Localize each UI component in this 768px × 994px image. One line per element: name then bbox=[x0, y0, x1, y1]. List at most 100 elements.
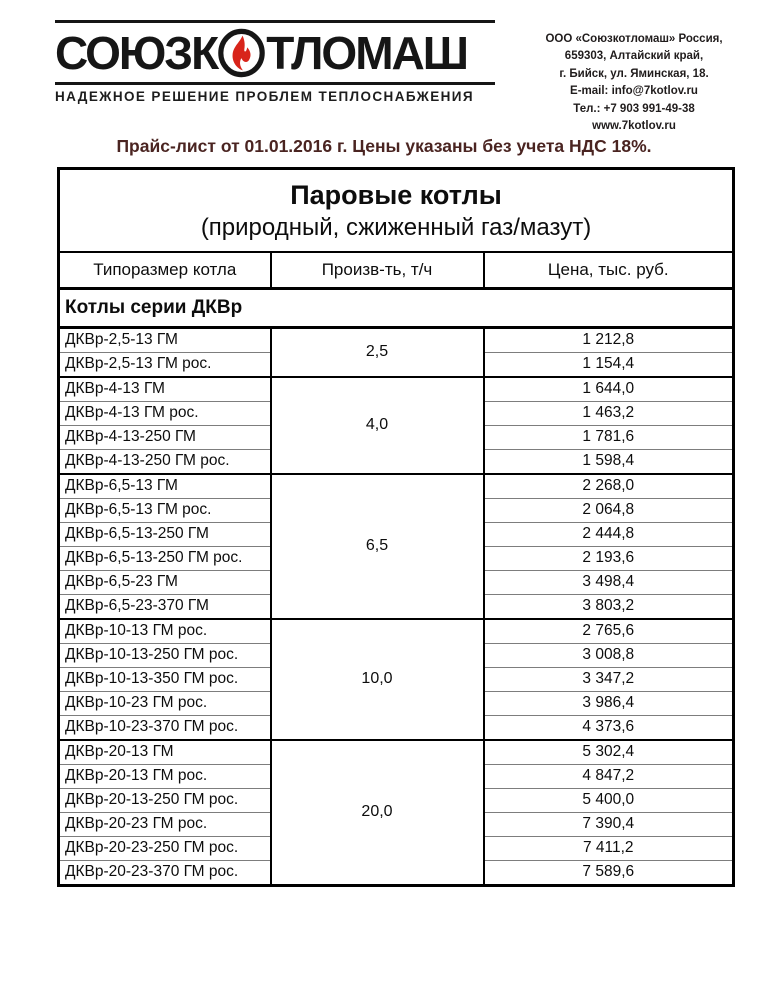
contact-block: ООО «Союзкотломаш» Россия, 659303, Алтай… bbox=[520, 31, 748, 136]
table-title-row: Паровые котлы (природный, сжиженный газ/… bbox=[57, 167, 735, 253]
table-row: ДКВр-10-13 ГМ рос. 10,0 2 765,6 bbox=[58, 617, 734, 740]
table-title: Паровые котлы bbox=[290, 180, 502, 210]
table-row: ДКВр-20-13 ГМ рос. 4 847,2 bbox=[58, 763, 734, 789]
table-row: ДКВр-20-23-370 ГМ рос. 7 589,6 bbox=[58, 859, 734, 886]
price-table: Паровые котлы (природный, сжиженный газ/… bbox=[57, 167, 736, 887]
boiler-model: ДКВр-20-13-250 ГМ рос. bbox=[58, 787, 272, 813]
price-value: 4 373,6 bbox=[483, 714, 734, 740]
table-row: ДКВр-6,5-13 ГМ рос. 2 064,8 bbox=[58, 497, 734, 523]
table-row: ДКВр-6,5-13-250 ГМ 2 444,8 bbox=[58, 521, 734, 547]
table-row: ДКВр-4-13-250 ГМ рос. 1 598,4 bbox=[58, 448, 734, 474]
brand-text-left: СОЮЗК bbox=[55, 27, 219, 79]
contact-line-phone: Тел.: +7 903 991-49-38 bbox=[573, 102, 695, 115]
price-value: 5 302,4 bbox=[483, 738, 734, 765]
price-value: 5 400,0 bbox=[483, 787, 734, 813]
boiler-model: ДКВр-4-13-250 ГМ bbox=[58, 424, 272, 450]
price-value: 1 644,0 bbox=[483, 375, 734, 402]
table-row: ДКВр-2,5-13 ГМ рос. 1 154,4 bbox=[58, 351, 734, 377]
price-value: 3 347,2 bbox=[483, 666, 734, 692]
price-value: 3 008,8 bbox=[483, 642, 734, 668]
table-row: ДКВр-6,5-23-370 ГМ 3 803,2 bbox=[58, 593, 734, 619]
capacity-value: 2,5 bbox=[270, 326, 485, 377]
capacity-value: 4,0 bbox=[270, 375, 485, 474]
price-value: 7 390,4 bbox=[483, 811, 734, 837]
boiler-model: ДКВр-4-13-250 ГМ рос. bbox=[58, 448, 272, 474]
table-header-row: Типоразмер котла Произв-ть, т/ч Цена, ты… bbox=[57, 250, 735, 290]
logo-bottom-rule bbox=[55, 82, 495, 85]
logo-top-rule bbox=[55, 20, 495, 23]
capacity-value: 20,0 bbox=[270, 738, 485, 886]
price-value: 4 847,2 bbox=[483, 763, 734, 789]
boiler-model: ДКВр-10-13 ГМ рос. bbox=[58, 617, 272, 644]
table-row: ДКВр-10-23-370 ГМ рос. 4 373,6 bbox=[58, 714, 734, 740]
column-header-price: Цена, тыс. руб. bbox=[482, 250, 735, 290]
table-subtitle: (природный, сжиженный газ/мазут) bbox=[200, 213, 592, 241]
table-row: ДКВр-2,5-13 ГМ 2,5 1 212,8 bbox=[58, 326, 734, 377]
logo: СОЮЗК ТЛОМАШ НАДЕЖНОЕ РЕШЕНИЕ ПРОБЛЕМ ТЕ… bbox=[55, 20, 495, 104]
table-row: ДКВр-20-23 ГМ рос. 7 390,4 bbox=[58, 811, 734, 837]
contact-line-company: ООО «Союзкотломаш» Россия, bbox=[545, 33, 723, 45]
table-row: ДКВр-4-13 ГМ рос. 1 463,2 bbox=[58, 400, 734, 426]
price-note: Прайс-лист от 01.01.2016 г. Цены указаны… bbox=[116, 136, 652, 156]
price-value: 3 803,2 bbox=[483, 593, 734, 619]
price-value: 2 444,8 bbox=[483, 521, 734, 547]
table-row: ДКВр-10-13-350 ГМ рос. 3 347,2 bbox=[58, 666, 734, 692]
table-row: ДКВр-4-13 ГМ 4,0 1 644,0 bbox=[58, 375, 734, 474]
boiler-model: ДКВр-6,5-13 ГМ рос. bbox=[58, 497, 272, 523]
contact-line-website: www.7kotlov.ru bbox=[592, 120, 676, 133]
brand-text-right: ТЛОМАШ bbox=[266, 27, 469, 79]
capacity-value: 6,5 bbox=[270, 472, 485, 619]
section-title: Котлы серии ДКВр bbox=[57, 287, 735, 329]
boiler-model: ДКВр-6,5-23-370 ГМ bbox=[58, 593, 272, 619]
table-row: ДКВр-6,5-23 ГМ 3 498,4 bbox=[58, 569, 734, 595]
table-title-cell: Паровые котлы (природный, сжиженный газ/… bbox=[57, 167, 735, 253]
boiler-model: ДКВр-4-13 ГМ рос. bbox=[58, 400, 272, 426]
boiler-model: ДКВр-20-23 ГМ рос. bbox=[58, 811, 272, 837]
price-value: 1 154,4 bbox=[483, 351, 734, 377]
section-row: Котлы серии ДКВр bbox=[57, 287, 735, 329]
table-row: ДКВр-6,5-13 ГМ 6,5 2 268,0 bbox=[58, 472, 734, 619]
table-row: ДКВр-20-23-250 ГМ рос. 7 411,2 bbox=[58, 835, 734, 861]
price-value: 2 268,0 bbox=[483, 472, 734, 499]
boiler-model: ДКВр-6,5-23 ГМ bbox=[58, 569, 272, 595]
boiler-model: ДКВр-10-23 ГМ рос. bbox=[58, 690, 272, 716]
table-row: ДКВр-10-13-250 ГМ рос. 3 008,8 bbox=[58, 642, 734, 668]
price-value: 7 589,6 bbox=[483, 859, 734, 886]
boiler-model: ДКВр-4-13 ГМ bbox=[58, 375, 272, 402]
price-value: 1 598,4 bbox=[483, 448, 734, 474]
capacity-value: 10,0 bbox=[270, 617, 485, 740]
boiler-model: ДКВр-20-23-370 ГМ рос. bbox=[58, 859, 272, 886]
price-value: 1 212,8 bbox=[483, 326, 734, 353]
price-value: 2 193,6 bbox=[483, 545, 734, 571]
boiler-model: ДКВр-20-23-250 ГМ рос. bbox=[58, 835, 272, 861]
boiler-model: ДКВр-10-23-370 ГМ рос. bbox=[58, 714, 272, 740]
column-header-capacity: Произв-ть, т/ч bbox=[269, 250, 485, 290]
table-row: ДКВр-10-23 ГМ рос. 3 986,4 bbox=[58, 690, 734, 716]
price-value: 1 463,2 bbox=[483, 400, 734, 426]
contact-line-address: г. Бийск, ул. Яминская, 18. bbox=[559, 67, 709, 80]
logo-tagline: НАДЕЖНОЕ РЕШЕНИЕ ПРОБЛЕМ ТЕПЛОСНАБЖЕНИЯ bbox=[55, 89, 474, 104]
flame-icon bbox=[218, 28, 265, 78]
price-value: 1 781,6 bbox=[483, 424, 734, 450]
price-value: 3 498,4 bbox=[483, 569, 734, 595]
boiler-model: ДКВр-2,5-13 ГМ bbox=[58, 326, 272, 353]
price-value: 2 064,8 bbox=[483, 497, 734, 523]
boiler-model: ДКВр-20-13 ГМ bbox=[58, 738, 272, 765]
price-value: 3 986,4 bbox=[483, 690, 734, 716]
table-row: ДКВр-6,5-13-250 ГМ рос. 2 193,6 bbox=[58, 545, 734, 571]
table-row: ДКВр-4-13-250 ГМ 1 781,6 bbox=[58, 424, 734, 450]
boiler-model: ДКВр-20-13 ГМ рос. bbox=[58, 763, 272, 789]
contact-line-email: E-mail: info@7kotlov.ru bbox=[570, 85, 698, 98]
contact-line-postcode: 659303, Алтайский край, bbox=[564, 50, 704, 63]
table-row: ДКВр-20-13-250 ГМ рос. 5 400,0 bbox=[58, 787, 734, 813]
table-row: ДКВр-20-13 ГМ 20,0 5 302,4 bbox=[58, 738, 734, 886]
column-header-model: Типоразмер котла bbox=[57, 250, 272, 290]
boiler-model: ДКВр-6,5-13-250 ГМ рос. bbox=[58, 545, 272, 571]
boiler-model: ДКВр-10-13-350 ГМ рос. bbox=[58, 666, 272, 692]
boiler-model: ДКВр-2,5-13 ГМ рос. bbox=[58, 351, 272, 377]
boiler-model: ДКВр-6,5-13 ГМ bbox=[58, 472, 272, 499]
price-value: 2 765,6 bbox=[483, 617, 734, 644]
brand-row: СОЮЗК ТЛОМАШ bbox=[55, 24, 495, 82]
boiler-model: ДКВр-10-13-250 ГМ рос. bbox=[58, 642, 272, 668]
